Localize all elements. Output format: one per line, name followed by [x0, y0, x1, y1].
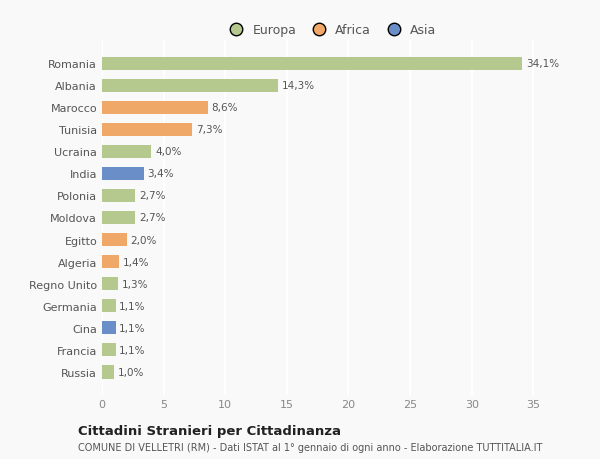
Bar — [102, 190, 135, 202]
Text: 3,4%: 3,4% — [148, 169, 174, 179]
Text: 2,0%: 2,0% — [130, 235, 157, 245]
Legend: Europa, Africa, Asia: Europa, Africa, Asia — [219, 19, 441, 42]
Bar — [102, 365, 115, 379]
Text: 34,1%: 34,1% — [526, 59, 559, 69]
Bar — [102, 79, 278, 93]
Text: 1,0%: 1,0% — [118, 367, 145, 377]
Bar — [102, 123, 192, 137]
Text: 4,0%: 4,0% — [155, 147, 181, 157]
Bar — [102, 256, 119, 269]
Text: Cittadini Stranieri per Cittadinanza: Cittadini Stranieri per Cittadinanza — [78, 424, 341, 437]
Text: 1,4%: 1,4% — [123, 257, 149, 267]
Text: 1,3%: 1,3% — [122, 279, 148, 289]
Text: 2,7%: 2,7% — [139, 191, 166, 201]
Bar — [102, 277, 118, 291]
Text: 14,3%: 14,3% — [282, 81, 315, 91]
Text: 7,3%: 7,3% — [196, 125, 222, 135]
Bar — [102, 212, 135, 224]
Bar — [102, 343, 116, 357]
Text: COMUNE DI VELLETRI (RM) - Dati ISTAT al 1° gennaio di ogni anno - Elaborazione T: COMUNE DI VELLETRI (RM) - Dati ISTAT al … — [78, 442, 542, 452]
Bar — [102, 321, 116, 335]
Bar — [102, 299, 116, 313]
Bar — [102, 234, 127, 246]
Bar — [102, 101, 208, 115]
Text: 1,1%: 1,1% — [119, 345, 146, 355]
Text: 8,6%: 8,6% — [212, 103, 238, 113]
Bar — [102, 57, 522, 71]
Text: 1,1%: 1,1% — [119, 301, 146, 311]
Bar — [102, 168, 144, 180]
Bar — [102, 146, 151, 159]
Text: 1,1%: 1,1% — [119, 323, 146, 333]
Text: 2,7%: 2,7% — [139, 213, 166, 223]
